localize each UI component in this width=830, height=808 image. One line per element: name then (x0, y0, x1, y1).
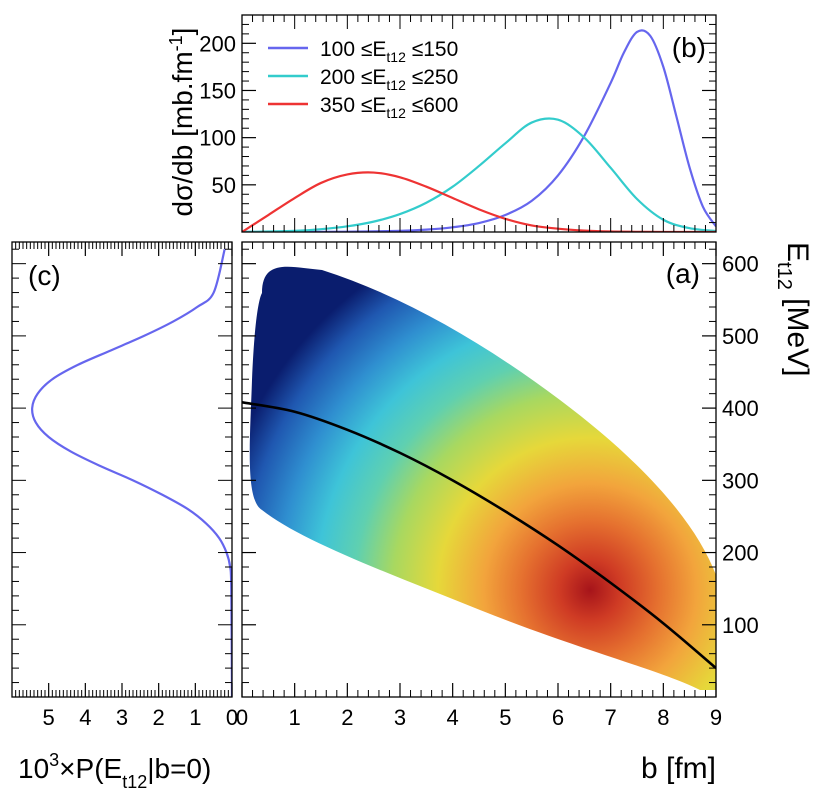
series-line-2 (242, 117, 716, 232)
x-tick-label-a: 7 (605, 705, 617, 730)
x-tick-label-a: 5 (499, 705, 511, 730)
panel-a-ylabel: Et12 [MeV] (773, 242, 814, 377)
ylabel-superscript: -1 (166, 35, 186, 51)
y-tick-label-b: 200 (199, 31, 236, 56)
mean-energy-curve (242, 401, 716, 670)
panel-b-ylabel: dσ/db [mb.fm-1] (166, 28, 198, 217)
x-tick-label-c: 3 (116, 705, 128, 730)
x-tick-label-a: 8 (657, 705, 669, 730)
y-tick-label-b: 50 (212, 173, 236, 198)
x-tick-label-a: 2 (341, 705, 353, 730)
x-tick-label-a: 4 (447, 705, 459, 730)
y-tick-label-a: 400 (722, 396, 759, 421)
y-tick-label-a: 300 (722, 468, 759, 493)
ylabel-units: [MeV] (781, 290, 814, 377)
xlabel-close: |b=0) (147, 753, 211, 784)
panel-a-xlabel: b [fm] (641, 752, 716, 785)
x-tick-label-a: 9 (710, 705, 722, 730)
xlabel-subscript: t12 (122, 772, 147, 792)
y-tick-label-a: 100 (722, 613, 759, 638)
y-tick-label-a: 500 (722, 324, 759, 349)
projection-curve (31, 248, 232, 697)
xlabel-mid: ×P(E (59, 753, 122, 784)
x-tick-label-c: 5 (43, 705, 55, 730)
x-tick-label-c: 1 (189, 705, 201, 730)
series-line-1 (242, 29, 716, 232)
panel-a-label: (a) (666, 258, 700, 289)
ylabel-close: ] (167, 28, 198, 36)
x-tick-label-a: 6 (552, 705, 564, 730)
x-tick-label-c: 0 (226, 705, 238, 730)
legend-label-3: 350 ≤Et12 ≤600 (320, 94, 458, 121)
legend-label-1: 100 ≤Et12 ≤150 (320, 38, 458, 65)
panel-c-frame (11, 241, 233, 698)
heatmap-region (249, 266, 716, 690)
panel-b-label: (b) (672, 32, 706, 63)
x-tick-label-a: 3 (394, 705, 406, 730)
xlabel-superscript: 3 (49, 750, 59, 770)
panel-c-label: (c) (28, 260, 61, 291)
panel-b-frame (241, 14, 717, 233)
panel-a-frame (241, 241, 717, 698)
ylabel-subscript: t12 (773, 262, 795, 290)
y-tick-label-a: 600 (722, 252, 759, 277)
x-tick-label-c: 2 (153, 705, 165, 730)
legend-label-2: 200 ≤Et12 ≤250 (320, 66, 458, 93)
panel-c-xlabel: 103×P(Et12|b=0) (18, 750, 211, 792)
x-tick-label-c: 4 (79, 705, 91, 730)
y-tick-label-a: 200 (722, 541, 759, 566)
x-tick-label-a: 0 (236, 705, 248, 730)
y-tick-label-b: 150 (199, 78, 236, 103)
x-tick-label-a: 1 (289, 705, 301, 730)
y-tick-label-b: 100 (199, 126, 236, 151)
